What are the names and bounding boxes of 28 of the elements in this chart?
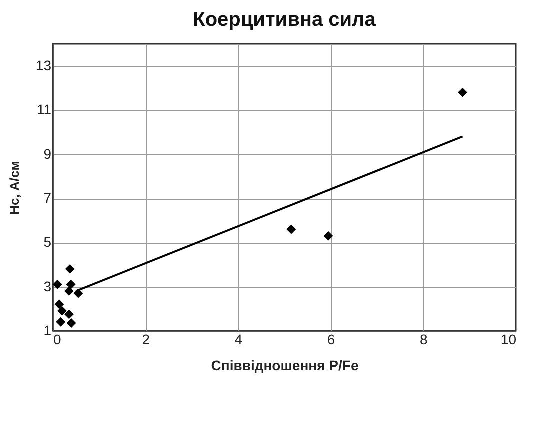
y-tick-label: 11 xyxy=(36,102,52,118)
y-tick-label: 5 xyxy=(44,234,52,250)
point xyxy=(64,310,74,320)
point xyxy=(324,231,334,241)
x-axis-title: Співвідношення P/Fe xyxy=(211,358,359,374)
y-tick-label: 7 xyxy=(44,190,52,206)
y-tick-label: 1 xyxy=(44,322,52,338)
x-tick-label: 10 xyxy=(500,332,517,348)
chart-title: Коерцитивна сила xyxy=(193,9,377,31)
y-axis-title: Hc, А/см xyxy=(6,161,22,215)
point xyxy=(458,88,468,98)
point xyxy=(56,317,66,327)
point xyxy=(65,264,75,274)
x-tick-label: 8 xyxy=(420,332,428,348)
point xyxy=(66,280,76,290)
x-tick-label: 6 xyxy=(327,332,336,348)
point xyxy=(58,306,68,316)
x-tick-label: 0 xyxy=(54,332,62,348)
point xyxy=(52,280,62,290)
point xyxy=(54,300,64,310)
y-tick-label: 13 xyxy=(36,58,52,74)
point xyxy=(286,224,296,234)
point xyxy=(64,286,74,296)
point xyxy=(66,318,76,328)
y-tick-label: 3 xyxy=(44,278,52,294)
x-tick-label: 2 xyxy=(142,332,150,348)
y-tick-label: 9 xyxy=(44,146,52,162)
x-tick-label: 4 xyxy=(234,332,243,348)
